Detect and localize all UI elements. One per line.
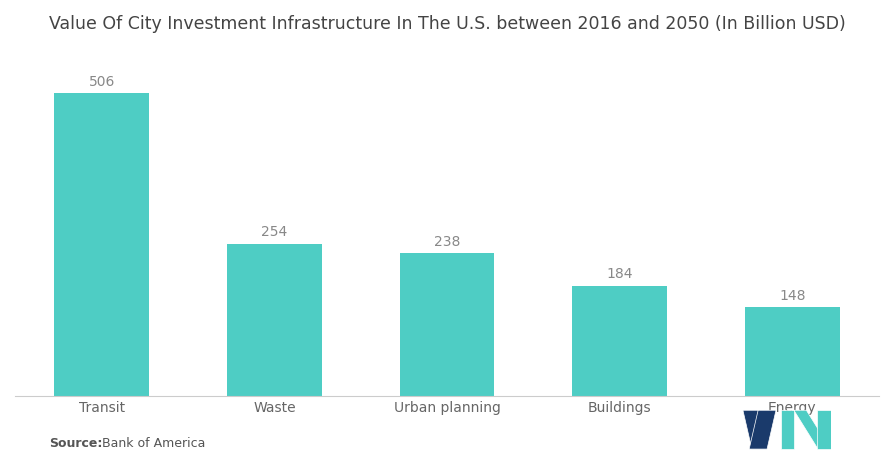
- Text: 238: 238: [434, 235, 460, 249]
- Bar: [400, 253, 494, 396]
- Text: 184: 184: [606, 267, 633, 281]
- Polygon shape: [794, 410, 831, 449]
- Polygon shape: [817, 410, 831, 449]
- Text: 254: 254: [261, 225, 288, 239]
- Polygon shape: [749, 410, 776, 449]
- Bar: [572, 286, 667, 396]
- Title: Value Of City Investment Infrastructure In The U.S. between 2016 and 2050 (In Bi: Value Of City Investment Infrastructure …: [48, 15, 846, 33]
- Bar: [227, 243, 322, 396]
- Polygon shape: [743, 410, 767, 449]
- Polygon shape: [781, 410, 794, 449]
- Text: Source:: Source:: [49, 438, 103, 450]
- Text: 148: 148: [779, 289, 805, 303]
- Text: 506: 506: [89, 74, 115, 89]
- Bar: [745, 307, 839, 396]
- Text: Bank of America: Bank of America: [98, 438, 206, 450]
- Bar: [55, 93, 149, 396]
